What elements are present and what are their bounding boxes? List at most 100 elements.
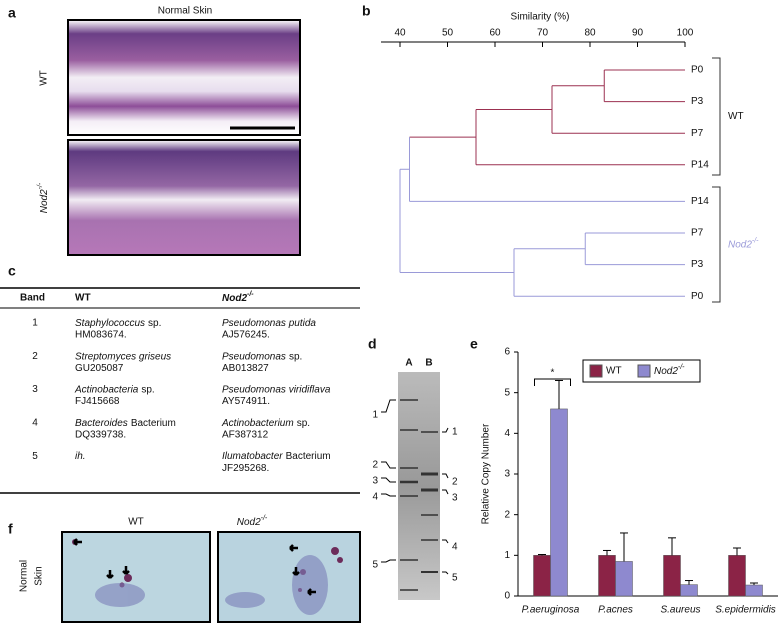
band-pointer <box>442 473 449 479</box>
species-suffix: Bacterium <box>131 418 176 429</box>
band-label: 4 <box>452 542 458 553</box>
label-base: Nod2 <box>222 293 247 304</box>
micrograph <box>67 139 301 256</box>
species-suffix: sp. <box>148 318 161 329</box>
x-tick-label: 40 <box>394 28 406 39</box>
significance-bracket <box>534 378 571 386</box>
leaf-label: P7 <box>691 228 704 239</box>
legend-swatch <box>589 364 603 378</box>
band-pointer <box>381 493 396 497</box>
y-axis-title: Relative Copy Number <box>481 423 492 524</box>
species-suffix: sp. <box>289 351 302 362</box>
species-name: Ilumatobacter <box>222 451 283 462</box>
leaf-label: P3 <box>691 259 704 270</box>
bar <box>615 561 633 597</box>
y-tick-label: 0 <box>504 591 510 602</box>
band-pointer <box>381 477 396 483</box>
band-number: 2 <box>32 351 38 362</box>
arrow <box>73 538 82 546</box>
accession: GU205087 <box>75 363 124 374</box>
band-label: 4 <box>372 492 378 503</box>
bar <box>550 408 568 597</box>
label: Nod2-/- <box>37 182 50 213</box>
lane-label: B <box>425 358 432 369</box>
row-label: Skin <box>34 566 45 585</box>
x-tick-label: S.aureus <box>660 605 700 616</box>
x-tick-label: 50 <box>442 28 454 39</box>
label: Band <box>20 293 45 304</box>
species-name: Streptomyces griseus <box>75 351 171 362</box>
x-tick-label: S.epidermidis <box>715 605 776 616</box>
accession: AJ576245. <box>222 330 270 341</box>
accession: DQ339738. <box>75 430 126 441</box>
label-base: Nod2 <box>39 189 50 213</box>
label: Nod2-/- <box>654 364 685 377</box>
label: WT <box>39 70 50 86</box>
label: WT <box>75 293 91 304</box>
bar <box>745 584 763 597</box>
species: Actinobacteria sp. <box>74 384 155 395</box>
band-pointer <box>381 559 396 563</box>
accession: AB013827 <box>222 363 269 374</box>
leaf-label: P14 <box>691 196 709 207</box>
x-tick-label: P.acnes <box>598 605 633 616</box>
micrograph <box>217 531 361 623</box>
panel-label: c <box>8 263 16 279</box>
band-pointer <box>442 427 449 433</box>
x-tick-label: 60 <box>489 28 501 39</box>
arrow <box>122 566 130 575</box>
species-name: Pseudomonas putida <box>222 318 316 329</box>
panel-label: a <box>8 5 16 21</box>
gel-image <box>398 372 440 600</box>
band-label: 3 <box>372 476 378 487</box>
label: WT <box>606 366 622 377</box>
label-base: Nod2 <box>728 239 752 250</box>
species-suffix: sp. <box>297 418 310 429</box>
band-number: 3 <box>32 384 38 395</box>
species: Pseudomonas viridiflava <box>222 384 331 395</box>
band-number: 4 <box>32 418 38 429</box>
bar <box>533 555 551 597</box>
band-label: 5 <box>452 573 458 584</box>
bar <box>680 584 698 597</box>
band-pointer <box>442 539 449 544</box>
label: WT <box>728 111 744 122</box>
x-tick-label: 70 <box>537 28 549 39</box>
leaf-label: P0 <box>691 65 704 76</box>
leaf-label: P7 <box>691 128 704 139</box>
arrow <box>289 544 298 552</box>
species: Staphylococcus sp. <box>75 318 161 329</box>
y-tick-label: 6 <box>504 347 510 358</box>
species: Actinobacterium sp. <box>221 418 310 429</box>
band-label: 3 <box>452 493 458 504</box>
species-name: ih. <box>75 451 86 462</box>
arrow <box>307 588 316 596</box>
bar <box>728 555 746 597</box>
x-tick-label: 80 <box>584 28 596 39</box>
band-number: 1 <box>32 318 38 329</box>
species: Pseudomonas sp. <box>222 351 302 362</box>
species: Pseudomonas putida <box>222 318 316 329</box>
group-bracket <box>712 186 721 303</box>
y-tick-label: 3 <box>504 469 510 480</box>
label-sup: -/- <box>752 237 759 244</box>
micrograph <box>67 19 301 136</box>
species-name: Staphylococcus <box>75 318 145 329</box>
species: Ilumatobacter Bacterium <box>222 451 331 462</box>
band-label: 1 <box>372 410 378 421</box>
label: WT <box>128 517 144 528</box>
panel-label: e <box>470 336 478 352</box>
band-label: 1 <box>452 427 458 438</box>
label-sup: -/- <box>247 291 254 298</box>
accession: JF295268. <box>222 463 269 474</box>
band-pointer <box>381 461 396 469</box>
label: Nod2-/- <box>222 291 254 304</box>
axis-title: Similarity (%) <box>511 12 570 23</box>
group-bracket <box>712 57 721 176</box>
leaf-label: P3 <box>691 96 704 107</box>
label-sup: -/- <box>678 364 685 371</box>
arrow <box>106 570 114 579</box>
accession: AF387312 <box>222 430 269 441</box>
accession: AY574911. <box>222 396 270 407</box>
gel-bands <box>400 399 438 591</box>
